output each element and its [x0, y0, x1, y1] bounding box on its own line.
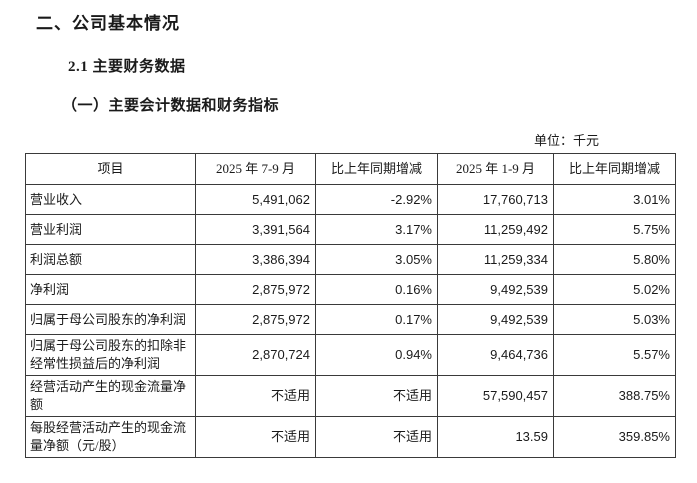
cell-ytd-value: 13.59 — [437, 416, 554, 458]
col-header-q3-period: 2025 年 7-9 月 — [195, 153, 316, 185]
cell-ytd-value: 9,464,736 — [437, 334, 554, 376]
cell-q3-yoy: -2.92% — [315, 184, 438, 215]
table-row-operating-revenue: 营业收入 5,491,062 -2.92% 17,760,713 3.01% — [25, 184, 676, 215]
cell-ytd-yoy: 359.85% — [553, 416, 676, 458]
table-row-operating-cash-flow: 经营活动产生的现金流量净额 不适用 不适用 57,590,457 388.75% — [25, 375, 676, 417]
table-header-row: 项目 2025 年 7-9 月 比上年同期增减 2025 年 1-9 月 比上年… — [25, 153, 676, 185]
cell-q3-value: 不适用 — [195, 416, 316, 458]
col-header-q3-yoy-change: 比上年同期增减 — [315, 153, 438, 185]
cell-q3-yoy: 不适用 — [315, 375, 438, 417]
cell-ytd-yoy: 5.75% — [553, 214, 676, 245]
cell-item-label: 营业收入 — [25, 184, 196, 215]
indicator-heading: （一）主要会计数据和财务指标 — [62, 98, 280, 114]
cell-item-label: 归属于母公司股东的扣除非经常性损益后的净利润 — [25, 334, 196, 376]
cell-q3-yoy: 0.16% — [315, 274, 438, 305]
cell-item-label: 净利润 — [25, 274, 196, 305]
cell-item-label: 利润总额 — [25, 244, 196, 275]
unit-label: 单位：千元 — [533, 133, 599, 148]
cell-ytd-yoy: 5.03% — [553, 304, 676, 335]
table-row-operating-profit: 营业利润 3,391,564 3.17% 11,259,492 5.75% — [25, 214, 676, 245]
cell-q3-yoy: 0.94% — [315, 334, 438, 376]
col-header-ytd-period: 2025 年 1-9 月 — [437, 153, 554, 185]
cell-q3-value: 2,875,972 — [195, 274, 316, 305]
cell-q3-value: 5,491,062 — [195, 184, 316, 215]
cell-q3-value: 2,875,972 — [195, 304, 316, 335]
table-row-net-profit-attributable: 归属于母公司股东的净利润 2,875,972 0.17% 9,492,539 5… — [25, 304, 676, 335]
cell-item-label: 经营活动产生的现金流量净额 — [25, 375, 196, 417]
cell-q3-yoy: 0.17% — [315, 304, 438, 335]
cell-ytd-yoy: 5.80% — [553, 244, 676, 275]
cell-item-label: 每股经营活动产生的现金流量净额（元/股） — [25, 416, 196, 458]
cell-item-label: 归属于母公司股东的净利润 — [25, 304, 196, 335]
col-header-ytd-yoy-change: 比上年同期增减 — [553, 153, 676, 185]
cell-q3-value: 3,386,394 — [195, 244, 316, 275]
section-title: 二、公司基本情况 — [36, 14, 180, 33]
table-row-net-profit-excl-nonrecurring: 归属于母公司股东的扣除非经常性损益后的净利润 2,870,724 0.94% 9… — [25, 334, 676, 376]
cell-ytd-yoy: 388.75% — [553, 375, 676, 417]
cell-ytd-yoy: 5.02% — [553, 274, 676, 305]
cell-q3-value: 不适用 — [195, 375, 316, 417]
table-row-operating-cash-flow-per-share: 每股经营活动产生的现金流量净额（元/股） 不适用 不适用 13.59 359.8… — [25, 416, 676, 458]
cell-q3-value: 3,391,564 — [195, 214, 316, 245]
col-header-item: 项目 — [25, 153, 196, 185]
cell-ytd-value: 11,259,492 — [437, 214, 554, 245]
cell-ytd-value: 11,259,334 — [437, 244, 554, 275]
cell-ytd-yoy: 5.57% — [553, 334, 676, 376]
cell-q3-yoy: 不适用 — [315, 416, 438, 458]
cell-ytd-value: 57,590,457 — [437, 375, 554, 417]
cell-ytd-yoy: 3.01% — [553, 184, 676, 215]
cell-q3-yoy: 3.05% — [315, 244, 438, 275]
cell-q3-yoy: 3.17% — [315, 214, 438, 245]
subsection-title: 2.1 主要财务数据 — [68, 59, 186, 75]
financial-data-table: 项目 2025 年 7-9 月 比上年同期增减 2025 年 1-9 月 比上年… — [25, 153, 676, 458]
cell-ytd-value: 9,492,539 — [437, 274, 554, 305]
cell-item-label: 营业利润 — [25, 214, 196, 245]
cell-ytd-value: 17,760,713 — [437, 184, 554, 215]
table-row-total-profit: 利润总额 3,386,394 3.05% 11,259,334 5.80% — [25, 244, 676, 275]
table-row-net-profit: 净利润 2,875,972 0.16% 9,492,539 5.02% — [25, 274, 676, 305]
cell-ytd-value: 9,492,539 — [437, 304, 554, 335]
cell-q3-value: 2,870,724 — [195, 334, 316, 376]
financial-report-page: 二、公司基本情况 2.1 主要财务数据 （一）主要会计数据和财务指标 单位：千元… — [0, 9, 697, 483]
